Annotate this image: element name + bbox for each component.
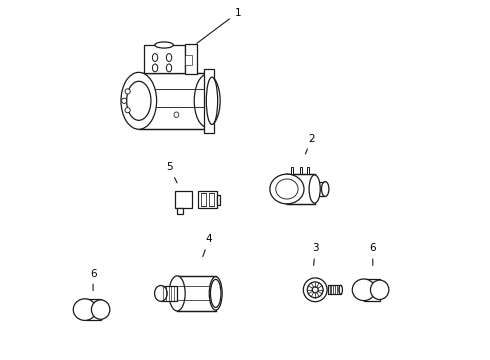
Ellipse shape: [174, 112, 179, 117]
Ellipse shape: [122, 73, 155, 129]
Bar: [201, 193, 206, 206]
Ellipse shape: [155, 42, 173, 48]
Bar: [364, 279, 380, 301]
Bar: [300, 167, 302, 174]
Text: 6: 6: [90, 269, 97, 291]
Ellipse shape: [339, 285, 343, 294]
Bar: [315, 181, 325, 197]
Ellipse shape: [126, 81, 151, 120]
Ellipse shape: [307, 282, 323, 298]
Bar: [198, 191, 217, 208]
Bar: [161, 285, 177, 301]
Ellipse shape: [154, 285, 167, 301]
Ellipse shape: [309, 175, 320, 203]
Bar: [139, 73, 207, 129]
Ellipse shape: [209, 277, 222, 310]
Ellipse shape: [152, 64, 158, 72]
Ellipse shape: [303, 278, 327, 302]
Ellipse shape: [370, 280, 389, 300]
Ellipse shape: [92, 300, 110, 319]
Text: 2: 2: [305, 134, 315, 154]
Ellipse shape: [210, 279, 221, 307]
Bar: [307, 167, 309, 174]
Ellipse shape: [169, 276, 185, 311]
Bar: [204, 69, 214, 133]
Ellipse shape: [194, 74, 220, 127]
Ellipse shape: [125, 89, 130, 94]
Ellipse shape: [270, 174, 304, 204]
Text: 5: 5: [166, 162, 177, 183]
Bar: [292, 167, 294, 174]
Text: 6: 6: [369, 243, 376, 265]
Text: 3: 3: [312, 243, 318, 265]
Ellipse shape: [167, 54, 172, 62]
Bar: [85, 299, 100, 320]
Bar: [217, 195, 220, 205]
Ellipse shape: [352, 279, 375, 301]
Bar: [209, 193, 214, 206]
Ellipse shape: [206, 77, 218, 125]
Ellipse shape: [312, 287, 318, 293]
Text: 4: 4: [203, 234, 212, 257]
Ellipse shape: [276, 179, 298, 199]
Bar: [144, 45, 185, 73]
Bar: [287, 174, 315, 204]
Ellipse shape: [125, 108, 130, 113]
Bar: [185, 55, 192, 64]
Ellipse shape: [122, 98, 127, 103]
Ellipse shape: [280, 174, 294, 204]
Ellipse shape: [321, 181, 329, 197]
Ellipse shape: [74, 299, 97, 320]
Bar: [175, 191, 192, 208]
Ellipse shape: [167, 64, 172, 72]
Bar: [176, 208, 183, 213]
Text: 1: 1: [197, 8, 241, 43]
Bar: [328, 285, 341, 294]
Ellipse shape: [152, 54, 158, 62]
Ellipse shape: [121, 72, 157, 129]
Bar: [185, 44, 197, 74]
Bar: [177, 276, 216, 311]
